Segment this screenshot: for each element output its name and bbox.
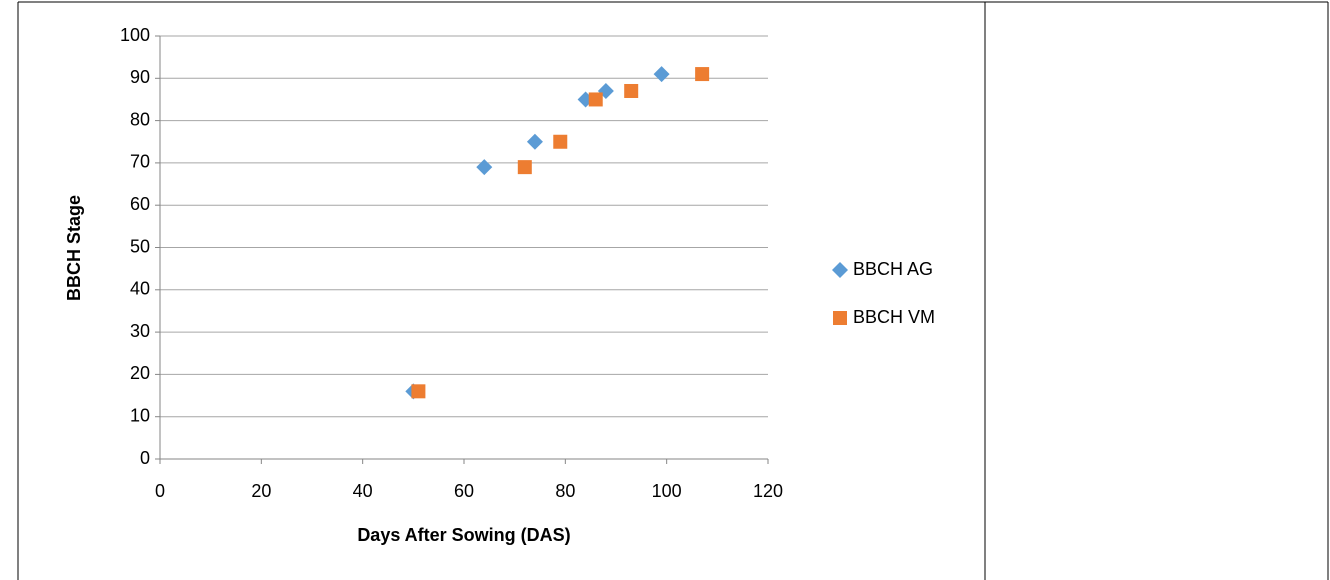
legend-label: BBCH AG [853,259,933,279]
y-tick-label: 0 [140,448,150,468]
y-tick-label: 90 [130,67,150,87]
y-tick-label: 50 [130,236,150,256]
y-tick-label: 70 [130,152,150,172]
point [588,92,603,107]
x-tick-label: 80 [555,481,575,501]
point [695,67,710,82]
point [553,134,568,149]
y-tick-label: 80 [130,109,150,129]
point [411,384,426,399]
legend-marker [833,311,847,325]
point [653,66,670,83]
x-tick-label: 120 [753,481,783,501]
x-tick-label: 20 [251,481,271,501]
point [624,83,639,98]
y-tick-label: 10 [130,405,150,425]
y-tick-label: 40 [130,279,150,299]
point [526,133,543,150]
x-tick-label: 100 [652,481,682,501]
x-axis-label: Days After Sowing (DAS) [357,525,570,545]
x-tick-label: 60 [454,481,474,501]
x-tick-label: 40 [353,481,373,501]
y-tick-label: 20 [130,363,150,383]
y-axis-label: BBCH Stage [64,195,84,301]
x-tick-label: 0 [155,481,165,501]
y-tick-label: 30 [130,321,150,341]
point [517,160,532,175]
y-tick-label: 60 [130,194,150,214]
y-tick-label: 100 [120,25,150,45]
legend-label: BBCH VM [853,307,935,327]
legend-marker [832,262,848,278]
point [476,159,493,176]
